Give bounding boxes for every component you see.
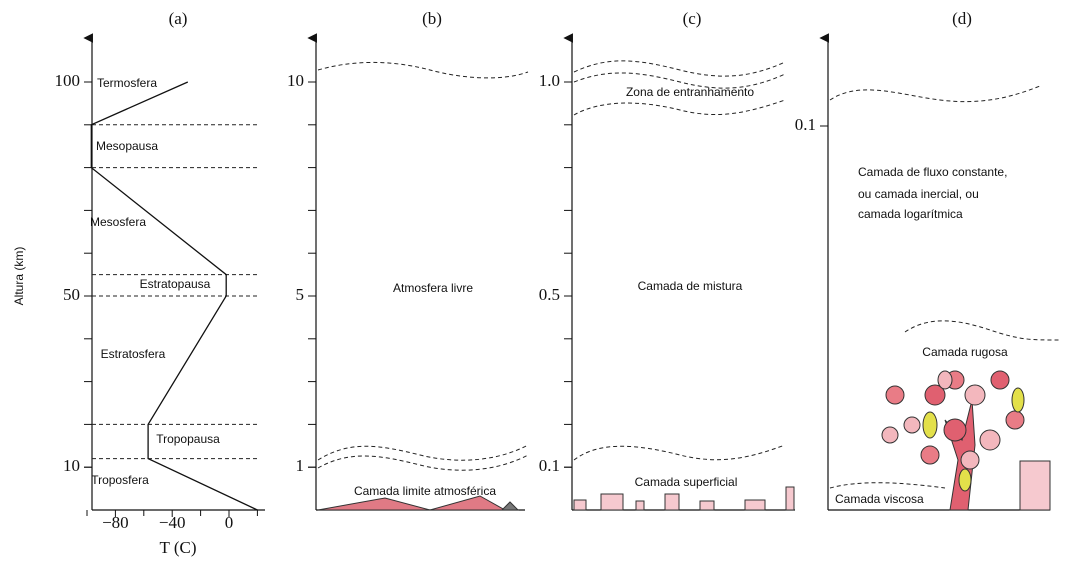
roughness <box>744 499 766 511</box>
y-tick-label: 0.1 <box>795 115 816 134</box>
layer-label: Estratopausa <box>140 277 211 291</box>
roughness <box>573 499 587 511</box>
layer-label: camada logarítmica <box>858 207 963 221</box>
wave <box>829 85 1041 103</box>
x-tick-label: −40 <box>159 513 186 532</box>
panel-label: (d) <box>952 9 972 28</box>
layer-label: Mesosfera <box>90 215 146 229</box>
layer-label: Camada superficial <box>635 475 738 489</box>
layer-label: Tropopausa <box>156 432 220 446</box>
layer-label: Camada limite atmosférica <box>354 484 496 498</box>
wave <box>573 72 786 89</box>
tree-leaves <box>881 370 1025 492</box>
hill <box>500 501 520 511</box>
layer-label: Mesopausa <box>96 139 158 153</box>
roughness <box>664 493 680 511</box>
y-tick-label: 50 <box>63 285 80 304</box>
roughness <box>635 500 645 511</box>
layer-label: Camada de mistura <box>638 279 743 293</box>
layer-label: Camada rugosa <box>922 345 1008 359</box>
roughness <box>699 500 715 511</box>
y-tick-label: 1 <box>296 456 305 475</box>
wavy-boundaries <box>317 60 1061 489</box>
panel-label: (b) <box>422 9 442 28</box>
building <box>1019 460 1051 511</box>
panel-label: (c) <box>683 9 702 28</box>
layer-label: Zona de entranhamento <box>626 85 754 99</box>
layer-label: Estratosfera <box>101 347 166 361</box>
y-axis-title: Altura (km) <box>12 247 26 306</box>
roughness <box>785 486 795 511</box>
y-tick-label: 1.0 <box>539 71 560 90</box>
wave <box>317 61 529 79</box>
panel-label: (a) <box>169 9 188 28</box>
layer-label: Termosfera <box>97 76 157 90</box>
x-tick-label: −80 <box>102 513 129 532</box>
layer-label: Troposfera <box>91 473 149 487</box>
x-tick-label: 0 <box>225 513 234 532</box>
wave <box>829 482 946 489</box>
y-tick-label: 100 <box>55 71 81 90</box>
y-tick-label: 10 <box>287 71 304 90</box>
temperature-profile <box>90 81 258 511</box>
roughness <box>600 493 624 511</box>
layer-label: Atmosfera livre <box>393 281 473 295</box>
wave <box>573 60 786 77</box>
wave <box>573 99 786 116</box>
y-tick-label: 0.1 <box>539 456 560 475</box>
axes <box>83 33 1050 511</box>
ground <box>317 370 1051 511</box>
wave <box>573 444 786 461</box>
layer-label: Camada de fluxo constante, <box>858 165 1007 179</box>
wave <box>904 320 1061 341</box>
wave <box>317 454 529 471</box>
y-tick-label: 0.5 <box>539 285 560 304</box>
y-tick-label: 10 <box>63 456 80 475</box>
wave <box>317 444 529 461</box>
x-axis-title: T (C) <box>160 538 197 557</box>
y-tick-label: 5 <box>296 285 305 304</box>
layer-label: ou camada inercial, ou <box>858 187 979 201</box>
layer-label: Camada viscosa <box>835 492 924 506</box>
hills <box>317 495 507 511</box>
